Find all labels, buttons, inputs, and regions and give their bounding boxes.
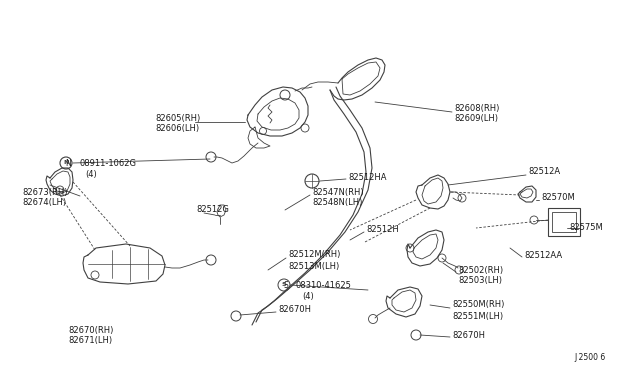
Text: 08310-41625: 08310-41625 [296, 280, 352, 289]
Text: 82673(RH): 82673(RH) [22, 187, 67, 196]
Text: 82512HA: 82512HA [348, 173, 387, 182]
Text: 82548N(LH): 82548N(LH) [312, 199, 362, 208]
Text: S: S [284, 280, 289, 289]
Text: N: N [65, 158, 71, 167]
Text: 82608(RH): 82608(RH) [454, 103, 499, 112]
Text: 82609(LH): 82609(LH) [454, 115, 498, 124]
Text: 82512G: 82512G [196, 205, 229, 215]
Bar [548, 208, 580, 236]
Text: 82551M(LH): 82551M(LH) [452, 311, 503, 321]
Text: 82503(LH): 82503(LH) [458, 276, 502, 285]
Text: 82550M(RH): 82550M(RH) [452, 301, 504, 310]
Text: 82512A: 82512A [528, 167, 560, 176]
Text: 82512M(RH): 82512M(RH) [288, 250, 340, 260]
Text: N: N [63, 160, 68, 166]
Text: 82502(RH): 82502(RH) [458, 266, 503, 275]
Text: 82547N(RH): 82547N(RH) [312, 187, 364, 196]
Text: (4): (4) [85, 170, 97, 179]
Text: 82670(RH): 82670(RH) [68, 326, 113, 334]
Text: 82670H: 82670H [278, 305, 311, 314]
Text: 82674(LH): 82674(LH) [22, 199, 66, 208]
Text: 82670H: 82670H [452, 330, 485, 340]
Text: 82512H: 82512H [366, 225, 399, 234]
Text: 82512AA: 82512AA [524, 250, 562, 260]
Text: (4): (4) [302, 292, 314, 301]
Text: 82575M: 82575M [569, 224, 603, 232]
Text: 08911-1062G: 08911-1062G [80, 158, 137, 167]
Text: S: S [282, 282, 286, 288]
Text: 82606(LH): 82606(LH) [155, 125, 199, 134]
Text: 82513M(LH): 82513M(LH) [288, 262, 339, 270]
Bar [552, 212, 576, 232]
Text: 82605(RH): 82605(RH) [155, 113, 200, 122]
Text: J 2500 6: J 2500 6 [574, 353, 605, 362]
Text: 82570M: 82570M [541, 192, 575, 202]
Text: 82671(LH): 82671(LH) [68, 337, 112, 346]
